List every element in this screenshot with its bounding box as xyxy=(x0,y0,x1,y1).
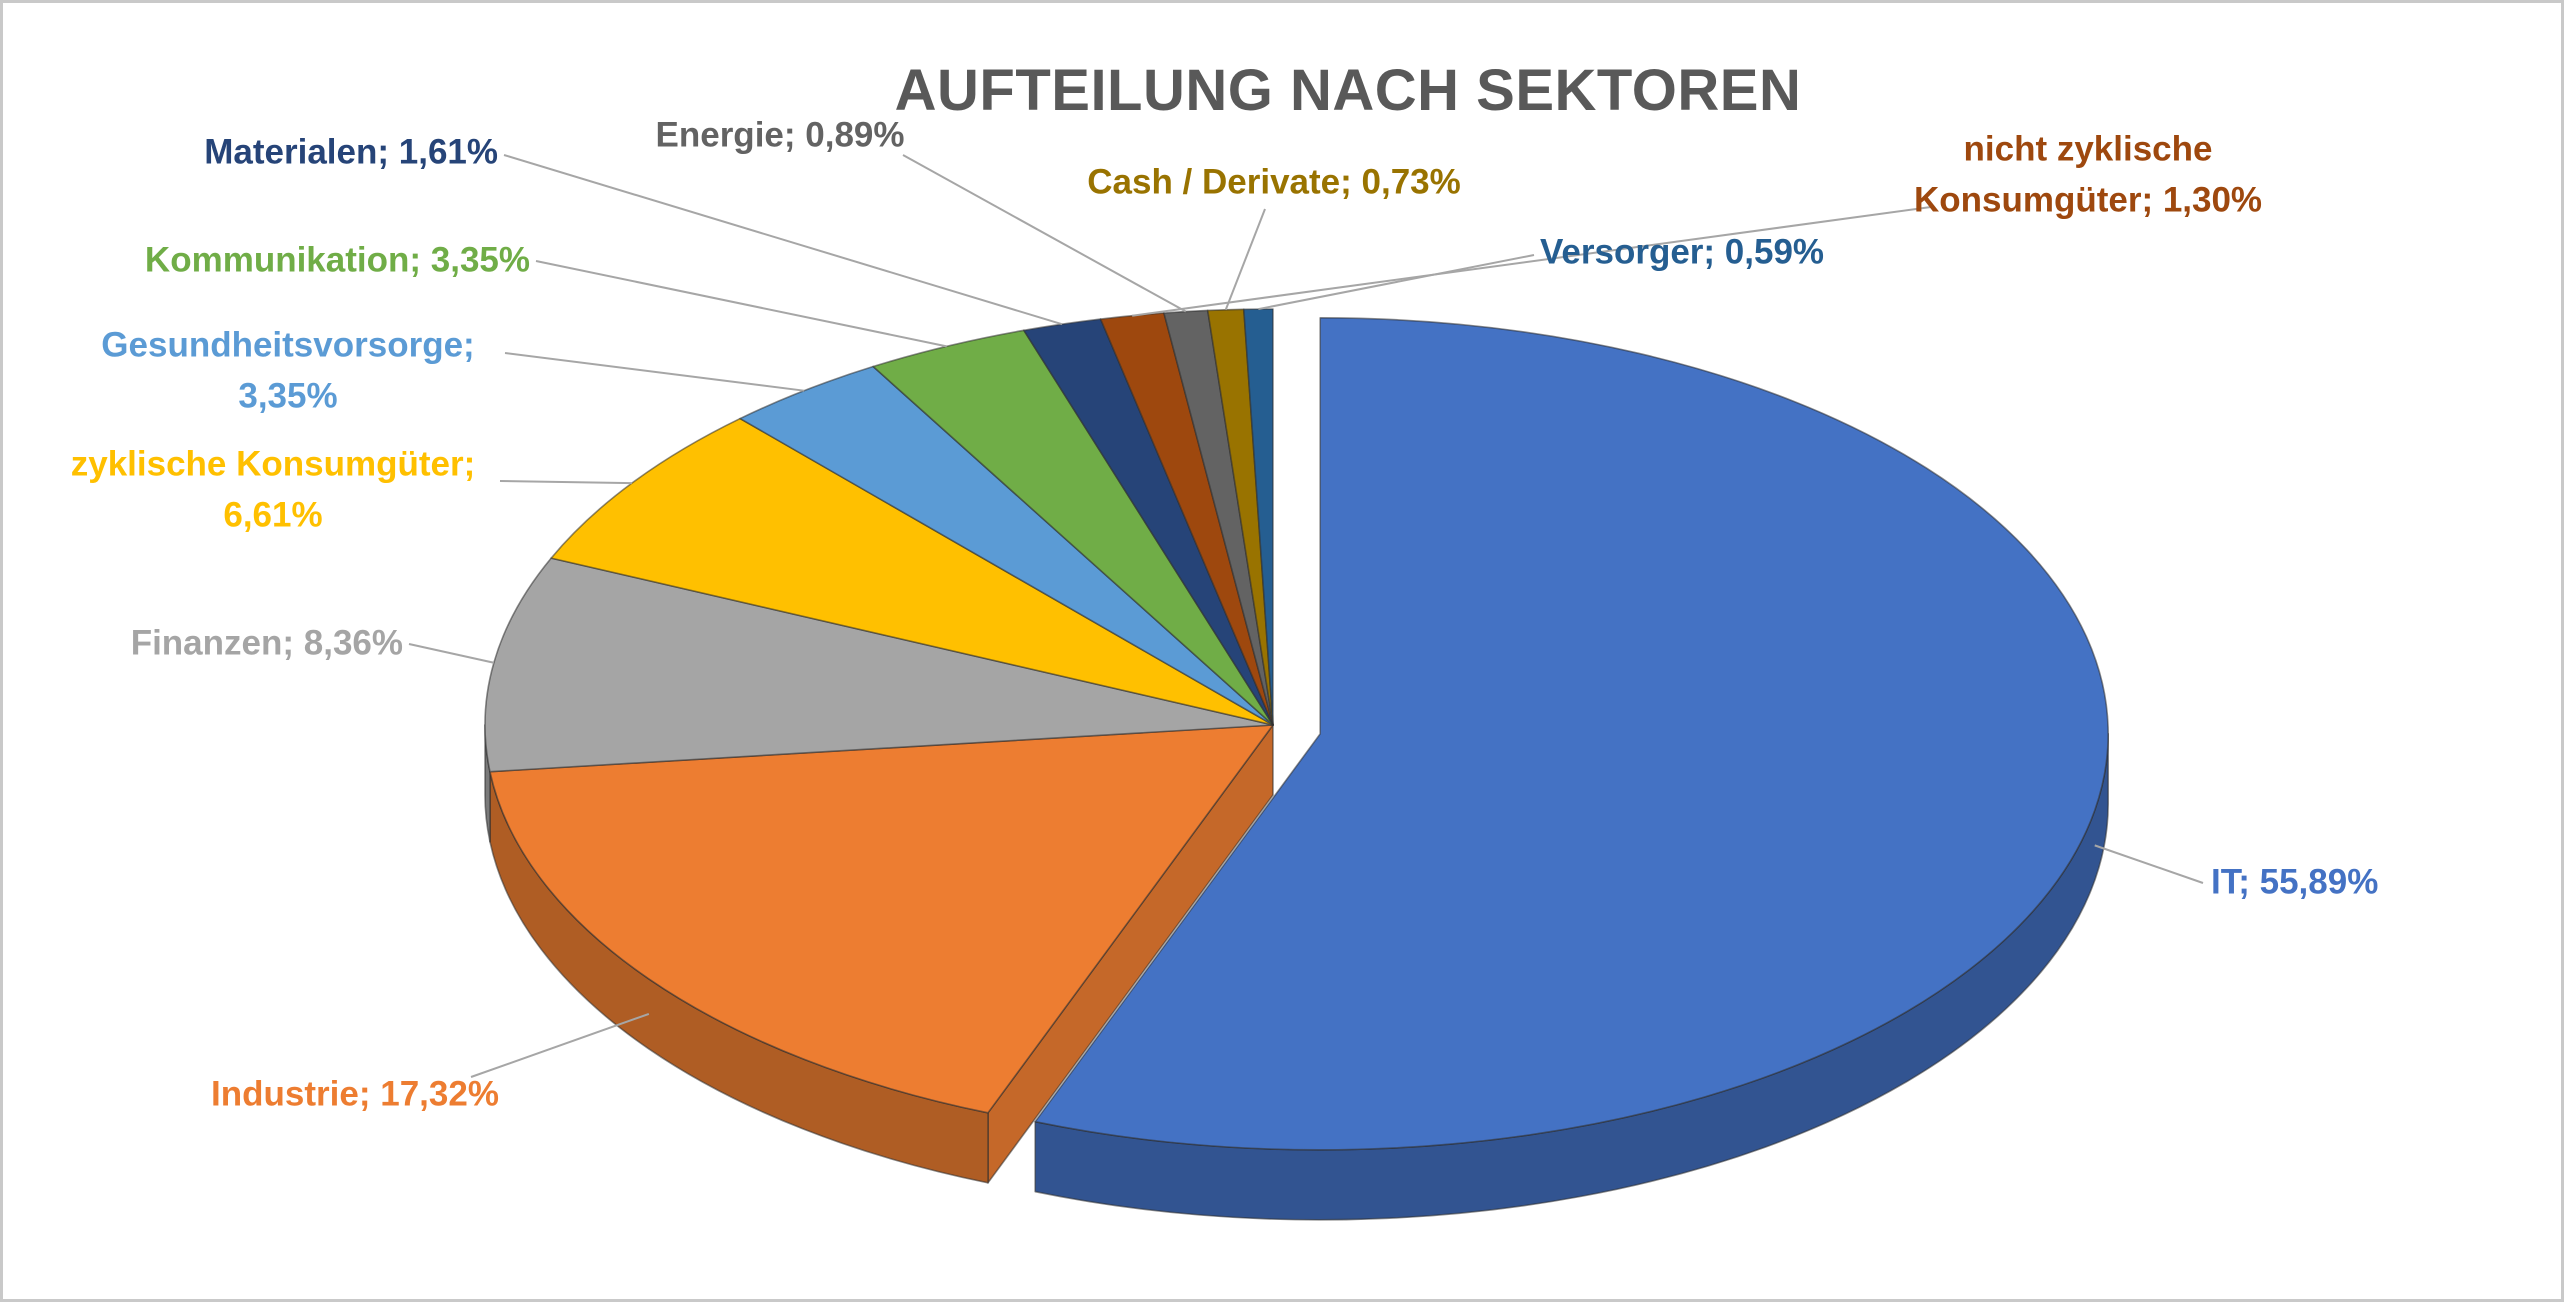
leader-line-versorger xyxy=(1258,254,1535,311)
leader-line-cash-derivate xyxy=(1224,208,1266,311)
pie-slice-industrie[interactable] xyxy=(489,724,1274,1114)
leader-line-zyklische-konsumgueter xyxy=(499,480,632,485)
pie-slice-it[interactable] xyxy=(1034,317,2109,1151)
leader-line-kommunikation xyxy=(535,260,947,348)
pie-chart xyxy=(408,154,2204,1221)
leader-line-energie xyxy=(902,154,1187,313)
leader-line-it xyxy=(2094,844,2204,884)
leader-line-gesundheitsvorsorge xyxy=(504,352,805,392)
leader-line-materialen xyxy=(503,154,1063,326)
leader-line-finanzen xyxy=(408,643,495,664)
leader-line-industrie xyxy=(470,1012,650,1078)
pie-slice-versorger[interactable] xyxy=(1242,308,1274,726)
pie-slice-finanzen[interactable] xyxy=(484,557,1274,773)
leader-line-nicht-zyklische-konsumgueter xyxy=(1132,206,1932,317)
pie-slice-zyklische-konsumgueter[interactable] xyxy=(550,417,1274,726)
chart-title: AUFTEILUNG NACH SEKTOREN xyxy=(894,58,1802,123)
